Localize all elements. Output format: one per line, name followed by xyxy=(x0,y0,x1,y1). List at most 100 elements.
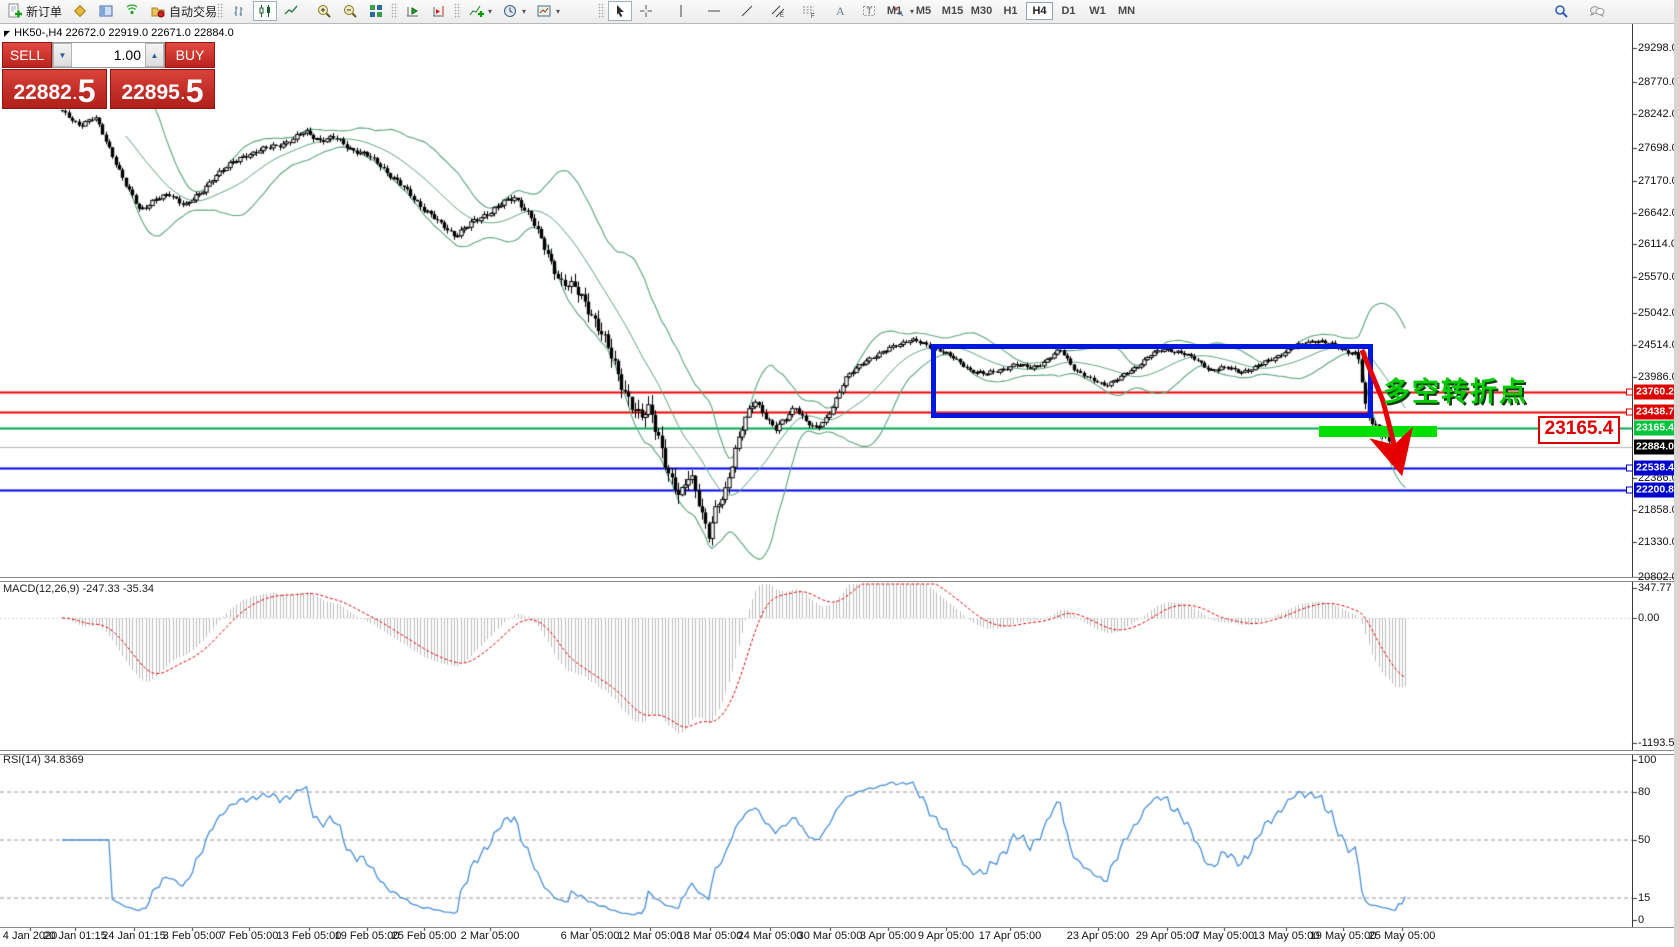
timeframe-button[interactable]: M15 xyxy=(939,2,966,20)
horizontal-line-button[interactable] xyxy=(702,1,726,21)
new-order-icon xyxy=(7,3,23,19)
arrows-icon xyxy=(890,3,906,19)
timeframe-button[interactable]: D1 xyxy=(1055,2,1082,20)
templates-button[interactable]: ▾ xyxy=(532,1,564,21)
date-label: 29 Apr 05:00 xyxy=(1135,930,1199,942)
consolidation-rectangle[interactable] xyxy=(931,344,1373,418)
dropdown-caret-icon: ▾ xyxy=(556,6,561,16)
volume-increase-button[interactable]: ▲ xyxy=(145,43,164,67)
toolbar-group-tools: E F A T ▾ xyxy=(596,0,919,22)
timeframe-button[interactable]: H1 xyxy=(997,2,1024,20)
indicators-button[interactable]: ▾ xyxy=(464,1,496,21)
one-click-trading-panel: SELL ▼ ▲ BUY 22882 . 5 22895 . 5 xyxy=(2,42,215,109)
rsi-value: 34.8369 xyxy=(43,754,84,766)
price-level-tag: 23760.2 xyxy=(1634,384,1676,400)
horizontal-line-icon xyxy=(706,3,722,19)
cursor-button[interactable] xyxy=(608,1,632,21)
trendline-button[interactable] xyxy=(735,1,759,21)
price-tick-label: 28770.0 xyxy=(1638,76,1678,88)
date-label: 24 Jan 01:15 xyxy=(102,930,166,942)
volume-stepper: ▼ ▲ xyxy=(52,42,165,68)
equidistant-channel-button[interactable]: E xyxy=(766,1,790,21)
svg-text:F: F xyxy=(811,14,815,19)
pane-separator-rsi[interactable] xyxy=(0,750,1674,755)
auto-scroll-icon xyxy=(405,3,421,19)
chart-title: ◤ HK50-,H4 22672.0 22919.0 22671.0 22884… xyxy=(4,27,234,39)
periods-icon xyxy=(502,3,518,19)
sell-button[interactable]: SELL xyxy=(2,42,52,68)
zoom-out-button[interactable] xyxy=(338,1,362,21)
rsi-tick-label: 100 xyxy=(1638,754,1657,766)
dropdown-caret-icon: ▾ xyxy=(910,6,915,16)
search-icon xyxy=(1553,3,1569,19)
auto-scroll-button[interactable] xyxy=(401,1,425,21)
price-chart-canvas[interactable] xyxy=(0,24,1679,947)
price-level-tag: 22884.0 xyxy=(1634,439,1676,455)
price-tick-label: 27170.0 xyxy=(1638,175,1678,187)
add-indicator-icon xyxy=(468,3,484,19)
arrows-button[interactable]: ▾ xyxy=(886,1,918,21)
text-button[interactable]: A xyxy=(828,1,852,21)
fibonacci-icon: F xyxy=(801,3,817,19)
support-highlight-bar[interactable] xyxy=(1319,426,1437,437)
toolbar-group-chart: ▾ ▾ ▾ xyxy=(215,0,565,22)
new-order-button[interactable]: 新订单 xyxy=(3,1,66,21)
autotrading-label: 自动交易 xyxy=(169,4,218,19)
timeframe-button[interactable]: M5 xyxy=(910,2,937,20)
timeframe-button[interactable]: H4 xyxy=(1026,2,1053,20)
sell-price-dot: . xyxy=(72,86,77,102)
autotrading-button[interactable]: 自动交易 xyxy=(146,1,221,21)
periods-button[interactable]: ▾ xyxy=(498,1,530,21)
autotrading-icon xyxy=(150,3,166,19)
timeframe-button[interactable]: MN xyxy=(1113,2,1140,20)
date-label: 25 May 05:00 xyxy=(1368,930,1436,942)
cursor-icon xyxy=(612,3,628,19)
chat-button[interactable] xyxy=(1584,1,1610,21)
new-order-label: 新订单 xyxy=(26,4,63,19)
date-label: 12 Mar 05:00 xyxy=(617,930,683,942)
dropdown-caret-icon: ▾ xyxy=(522,6,527,16)
price-tick-label: 21330.0 xyxy=(1638,536,1678,548)
date-label: 9 Apr 05:00 xyxy=(917,930,975,942)
volume-decrease-button[interactable]: ▼ xyxy=(53,43,72,67)
date-label: 18 Mar 05:00 xyxy=(677,930,743,942)
symbol-ohlc-text: HK50-,H4 22672.0 22919.0 22671.0 22884.0 xyxy=(14,27,234,39)
date-label: 3 Apr 05:00 xyxy=(859,930,917,942)
signals-button[interactable] xyxy=(120,1,144,21)
pane-separator-macd[interactable] xyxy=(0,577,1674,582)
charts-button[interactable] xyxy=(68,1,92,21)
price-tick-label: 26642.0 xyxy=(1638,207,1678,219)
text-label-button[interactable]: T xyxy=(857,1,881,21)
sell-price-button[interactable]: 22882 . 5 xyxy=(2,69,107,109)
top-toolbar: 新订单 自动交易 ▾ ▾ ▾ E F A T ▾ xyxy=(0,0,1679,24)
candlestick-chart-icon xyxy=(257,3,273,19)
fibonacci-button[interactable]: F xyxy=(797,1,821,21)
timeframe-button[interactable]: M1 xyxy=(881,2,908,20)
zoom-in-button[interactable] xyxy=(312,1,336,21)
volume-input[interactable] xyxy=(72,43,145,67)
bar-chart-button[interactable] xyxy=(227,1,251,21)
timeframe-button[interactable]: W1 xyxy=(1084,2,1111,20)
chart-shift-icon xyxy=(431,3,447,19)
rsi-name: RSI(14) xyxy=(3,754,41,766)
price-tick-label: 20802.0 xyxy=(1638,571,1678,583)
navigator-button[interactable] xyxy=(94,1,118,21)
tile-windows-button[interactable] xyxy=(364,1,388,21)
search-button[interactable] xyxy=(1549,1,1573,21)
vertical-line-button[interactable] xyxy=(669,1,693,21)
timeframe-button[interactable]: M30 xyxy=(968,2,995,20)
date-label: 2 Mar 05:00 xyxy=(460,930,520,942)
price-tick-label: 27698.0 xyxy=(1638,142,1678,154)
buy-price-button[interactable]: 22895 . 5 xyxy=(110,69,215,109)
svg-text:T: T xyxy=(867,6,873,16)
crosshair-button[interactable] xyxy=(634,1,658,21)
trendline-icon xyxy=(739,3,755,19)
line-chart-button[interactable] xyxy=(279,1,303,21)
candlestick-chart-button[interactable] xyxy=(253,1,277,21)
signals-icon xyxy=(124,3,140,19)
chart-shift-button[interactable] xyxy=(427,1,451,21)
vertical-line-icon xyxy=(673,3,689,19)
support-price-label: 23165.4 xyxy=(1538,416,1620,444)
price-tick-label: 25570.0 xyxy=(1638,271,1678,283)
buy-button[interactable]: BUY xyxy=(165,42,215,68)
